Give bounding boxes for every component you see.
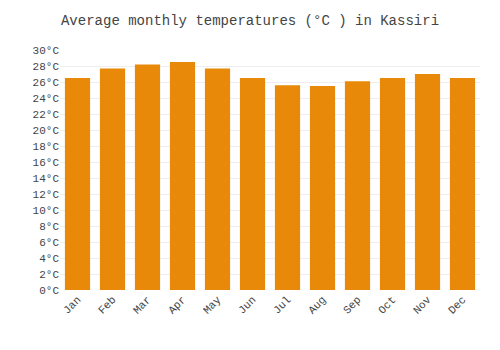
svg-text:Mar: Mar [131, 294, 153, 316]
svg-text:26°C: 26°C [33, 77, 60, 89]
svg-text:20°C: 20°C [33, 125, 60, 137]
svg-text:30°C: 30°C [33, 45, 60, 57]
svg-text:24°C: 24°C [33, 93, 60, 105]
svg-text:Aug: Aug [306, 294, 328, 316]
svg-text:22°C: 22°C [33, 109, 60, 121]
svg-text:0°C: 0°C [39, 285, 59, 297]
svg-text:28°C: 28°C [33, 61, 60, 73]
svg-text:Jun: Jun [236, 294, 258, 316]
svg-text:Jul: Jul [271, 294, 293, 316]
svg-text:10°C: 10°C [33, 205, 60, 217]
svg-text:18°C: 18°C [33, 141, 60, 153]
svg-text:Feb: Feb [96, 294, 118, 316]
svg-text:Nov: Nov [411, 294, 434, 317]
svg-text:16°C: 16°C [33, 157, 60, 169]
svg-text:2°C: 2°C [39, 269, 59, 281]
svg-text:4°C: 4°C [39, 253, 59, 265]
svg-text:12°C: 12°C [33, 189, 60, 201]
svg-text:Average monthly temperatures (: Average monthly temperatures (°C ) in Ka… [61, 13, 439, 29]
svg-text:Oct: Oct [376, 294, 398, 316]
svg-text:14°C: 14°C [33, 173, 60, 185]
svg-text:Dec: Dec [446, 294, 468, 316]
svg-text:Apr: Apr [166, 294, 188, 316]
svg-text:6°C: 6°C [39, 237, 59, 249]
svg-text:8°C: 8°C [39, 221, 59, 233]
svg-text:Jan: Jan [61, 294, 83, 316]
svg-text:Sep: Sep [341, 294, 363, 316]
svg-text:May: May [201, 294, 224, 317]
